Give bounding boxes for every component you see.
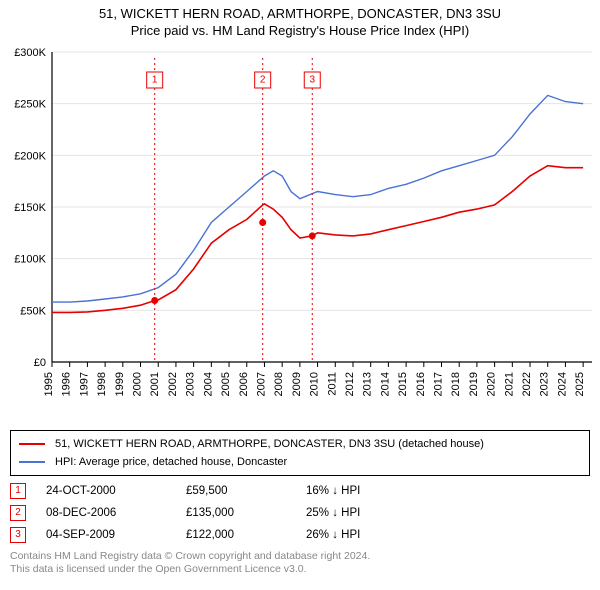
x-tick-label: 2000 xyxy=(132,372,144,396)
legend-row: HPI: Average price, detached house, Donc… xyxy=(19,453,581,471)
sale-marker-number: 1 xyxy=(15,485,21,496)
sale-marker-icon: 1 xyxy=(10,483,26,499)
x-tick-label: 2018 xyxy=(450,372,462,396)
sale-marker-number: 3 xyxy=(15,529,21,540)
x-tick-label: 2023 xyxy=(539,372,551,396)
sale-marker-icon: 3 xyxy=(10,527,26,543)
sale-point-1 xyxy=(151,297,158,304)
x-tick-label: 2013 xyxy=(362,372,374,396)
x-tick-label: 2006 xyxy=(238,372,250,396)
sale-diff: 26% ↓ HPI xyxy=(306,529,426,541)
sale-date: 24-OCT-2000 xyxy=(46,485,186,497)
sale-date: 08-DEC-2006 xyxy=(46,507,186,519)
sale-point-2 xyxy=(259,219,266,226)
sale-point-3 xyxy=(309,232,316,239)
chart-svg: £0 £50K £100K £150K £200K £250K £300K 1995 1996 1… xyxy=(0,44,600,424)
x-tick-label: 2017 xyxy=(433,372,445,396)
title-block: 51, WICKETT HERN ROAD, ARMTHORPE, DONCAS… xyxy=(0,0,600,44)
x-tick-label: 2011 xyxy=(326,372,338,396)
legend-label: HPI: Average price, detached house, Donc… xyxy=(55,456,287,468)
legend-swatch xyxy=(19,443,45,445)
chart-area: £0 £50K £100K £150K £200K £250K £300K 1995 1996 1… xyxy=(0,44,600,424)
sale-price: £135,000 xyxy=(186,507,306,519)
title-line-1: 51, WICKETT HERN ROAD, ARMTHORPE, DONCAS… xyxy=(10,6,590,23)
legend-box: 51, WICKETT HERN ROAD, ARMTHORPE, DONCAS… xyxy=(10,430,590,476)
x-tick-label: 2022 xyxy=(521,372,533,396)
legend-label: 51, WICKETT HERN ROAD, ARMTHORPE, DONCAS… xyxy=(55,438,484,450)
x-tick-label: 2014 xyxy=(379,372,391,396)
sale-callout-label-1: 1 xyxy=(152,74,158,85)
x-tick-label: 2019 xyxy=(468,372,480,396)
sale-price: £59,500 xyxy=(186,485,306,497)
y-tick-label: £250K xyxy=(14,98,46,110)
x-tick-label: 2021 xyxy=(503,372,515,396)
sale-price: £122,000 xyxy=(186,529,306,541)
y-tick-label: £200K xyxy=(14,150,46,162)
x-tick-label: 2001 xyxy=(149,372,161,396)
x-tick-label: 2007 xyxy=(255,372,267,396)
x-tick-label: 1999 xyxy=(114,372,126,396)
x-tick-label: 1998 xyxy=(96,372,108,396)
x-tick-label: 2025 xyxy=(574,372,586,396)
legend-row: 51, WICKETT HERN ROAD, ARMTHORPE, DONCAS… xyxy=(19,435,581,453)
sale-diff: 16% ↓ HPI xyxy=(306,485,426,497)
sale-marker-number: 2 xyxy=(15,507,21,518)
x-tick-label: 2024 xyxy=(556,372,568,396)
x-tick-label: 2003 xyxy=(185,372,197,396)
x-tick-label: 2009 xyxy=(291,372,303,396)
x-tick-label: 2005 xyxy=(220,372,232,396)
sale-callout-label-2: 2 xyxy=(260,74,266,85)
x-tick-label: 2012 xyxy=(344,372,356,396)
sale-date: 04-SEP-2009 xyxy=(46,529,186,541)
legend-swatch xyxy=(19,461,45,463)
footer: Contains HM Land Registry data © Crown c… xyxy=(10,550,590,577)
x-tick-label: 2004 xyxy=(202,372,214,396)
x-tick-label: 2010 xyxy=(309,372,321,396)
footer-line-2: This data is licensed under the Open Gov… xyxy=(10,563,590,577)
y-tick-label: £100K xyxy=(14,253,46,265)
x-tick-label: 2016 xyxy=(415,372,427,396)
x-tick-label: 1996 xyxy=(61,372,73,396)
sales-table: 1 24-OCT-2000£59,50016% ↓ HPI 2 08-DEC-2006… xyxy=(10,480,590,546)
y-tick-label: £0 xyxy=(34,357,46,369)
title-line-2: Price paid vs. HM Land Registry's House … xyxy=(10,23,590,40)
x-tick-label: 2015 xyxy=(397,372,409,396)
sales-row: 3 04-SEP-2009£122,00026% ↓ HPI xyxy=(10,524,590,546)
y-tick-label: £50K xyxy=(20,305,46,317)
sale-marker-icon: 2 xyxy=(10,505,26,521)
x-tick-label: 2008 xyxy=(273,372,285,396)
sale-callout-label-3: 3 xyxy=(309,74,315,85)
x-tick-label: 2002 xyxy=(167,372,179,396)
y-tick-label: £150K xyxy=(14,202,46,214)
footer-line-1: Contains HM Land Registry data © Crown c… xyxy=(10,550,590,564)
x-tick-label: 1995 xyxy=(43,372,55,396)
sales-row: 1 24-OCT-2000£59,50016% ↓ HPI xyxy=(10,480,590,502)
x-tick-label: 1997 xyxy=(78,372,90,396)
x-tick-label: 2020 xyxy=(486,372,498,396)
y-tick-label: £300K xyxy=(14,47,46,59)
sales-row: 2 08-DEC-2006£135,00025% ↓ HPI xyxy=(10,502,590,524)
sale-diff: 25% ↓ HPI xyxy=(306,507,426,519)
